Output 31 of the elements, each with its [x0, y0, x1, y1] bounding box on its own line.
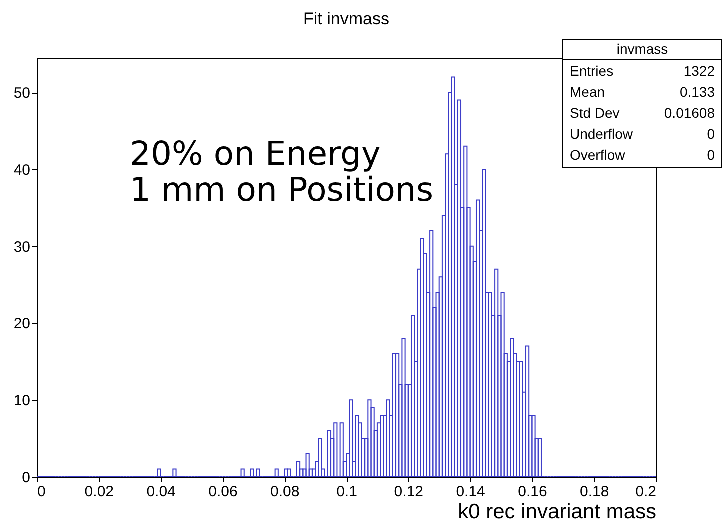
- text: invmass: [616, 41, 668, 57]
- x-tick-label: 0.02: [84, 484, 114, 500]
- y-tick-label: 30: [14, 238, 30, 256]
- text: 0.01608: [664, 105, 716, 121]
- chart-title: Fit invmass: [304, 10, 390, 28]
- annotation: Std Dev: [570, 105, 620, 121]
- y-tick-label: 20: [14, 316, 30, 333]
- y-tick-label: 10: [14, 392, 30, 410]
- x-tick-label: 0.14: [456, 484, 486, 500]
- x-tick-label: 0.04: [146, 484, 176, 500]
- annotation: Entries: [570, 63, 614, 79]
- x-tick-label: 0.16: [518, 484, 548, 500]
- annotation: Mean: [570, 84, 606, 100]
- text: 1322: [684, 63, 716, 79]
- y-tick-label: 0: [22, 470, 30, 486]
- x-axis-title: k0 rec invariant mass: [458, 500, 656, 522]
- x-tick-label: 0.18: [580, 484, 610, 500]
- annotation: Underflow: [570, 126, 634, 142]
- annotation: 20% on Energy: [130, 134, 381, 173]
- x-tick-label: 0.08: [270, 484, 300, 500]
- text: 0.133: [680, 84, 716, 100]
- y-tick-label: 40: [14, 162, 30, 179]
- x-tick-label: 0.06: [208, 484, 238, 500]
- y-tick-label: 50: [14, 85, 30, 102]
- text: 0: [707, 147, 716, 163]
- annotation: Overflow: [570, 147, 626, 163]
- x-tick-label: 0: [38, 484, 46, 500]
- x-tick-label: 0.1: [336, 484, 358, 500]
- x-tick-label: 0.2: [636, 484, 656, 500]
- text: 0: [707, 126, 716, 142]
- x-tick-label: 0.12: [394, 484, 424, 500]
